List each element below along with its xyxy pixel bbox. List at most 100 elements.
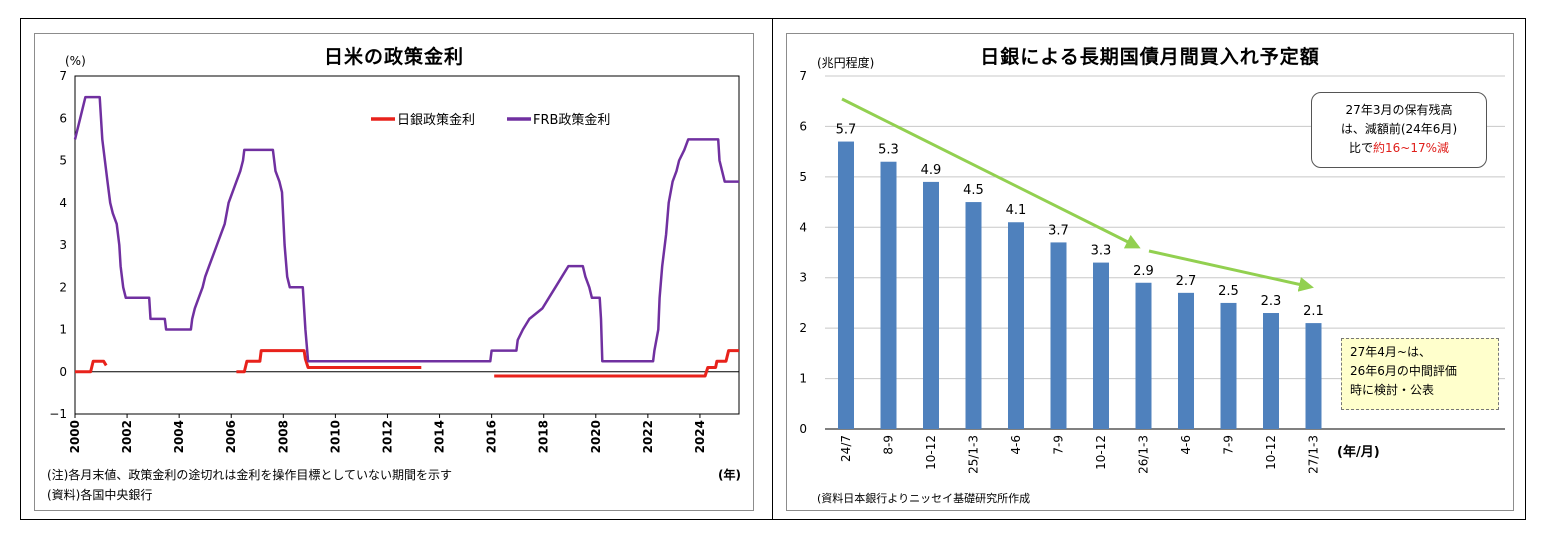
y-tick-label: 2 [59,280,67,294]
bar [965,202,982,429]
x-tick-label: 7-9 [1052,435,1066,455]
y-tick-label: 0 [799,422,807,436]
figure-frame [20,18,1526,520]
policy-rate-chart-panel: 日米の政策金利 (%) 7 6 5 4 3 2 1 0 −1 2000 2002 2004 2006 20… [34,33,754,511]
plot-area [74,75,740,415]
x-tick-label: 2006 [224,420,238,453]
x-tick-label: 10-12 [1264,435,1278,470]
x-tick-label: 24/7 [839,435,853,462]
y-tick-label: 7 [799,69,807,83]
x-tick-label: 2016 [485,420,499,453]
y-tick-label: 2 [799,321,807,335]
bar [1220,302,1237,429]
x-tick-label: 2018 [537,420,551,453]
y-tick-label: 1 [59,323,67,337]
callout-line: 比で約16~17%減 [1312,139,1486,158]
x-tick-label: 2012 [380,420,394,453]
chart-source: (資料日本銀行よりニッセイ基礎研究所作成 [817,492,1031,505]
y-tick-label: 7 [59,69,67,83]
data-label: 5.3 [878,143,899,158]
x-axis-unit: (年) [718,468,741,482]
y-tick-label: 5 [59,154,67,168]
y-axis-unit: (%) [65,54,86,68]
data-label: 2.9 [1133,264,1154,279]
y-tick-label: 3 [59,238,67,252]
y-tick-label: 6 [799,119,807,133]
callout-line: は、減額前(24年6月) [1340,122,1458,136]
frb-rate-line [73,95,739,363]
bar [1135,282,1152,429]
x-axis-unit: (年/月) [1337,445,1380,460]
legend-label-boj: 日銀政策金利 [397,112,475,128]
trend-arrow-1 [841,97,1141,249]
bar [1178,292,1194,429]
y-axis-unit: (兆円程度) [817,56,875,70]
x-tick-label: 2002 [120,420,134,453]
callout-line: 27年4月~は、 [1350,345,1431,359]
data-label: 2.7 [1176,274,1197,289]
bar [838,141,854,430]
chart-source: (資料)各国中央銀行 [47,488,153,502]
boj-rate-line [236,349,422,374]
x-tick-label: 7-9 [1222,435,1236,455]
y-tick-label: 4 [59,196,67,210]
y-tick-label: 6 [59,111,67,125]
jgb-purchase-bar-chart: 7 6 5 4 3 2 1 0 5.7 24/7 5.3 8-9 4.9 10-12 4.5 25/1-3 4.… [799,69,1505,474]
data-label: 2.1 [1303,304,1324,319]
x-tick-label: 10-12 [924,435,938,470]
x-tick-label: 2004 [172,420,186,453]
x-tick-label: 26/1-3 [1137,435,1151,474]
bar [1093,262,1109,429]
y-tick-label: 3 [799,271,807,285]
bar [880,161,897,429]
y-tick-label: −1 [49,407,67,421]
bar [923,181,939,429]
bar [1263,313,1279,429]
y-tick-label: 4 [799,220,807,234]
x-tick-label: 25/1-3 [967,435,981,474]
chart-title: 日米の政策金利 [323,46,464,68]
y-tick-label: 5 [799,170,807,184]
legend-label-frb: FRB政策金利 [533,112,610,128]
figure-divider [772,18,773,520]
x-tick-label: 2008 [276,420,290,453]
callout-line: 27年3月の保有残高 [1345,103,1453,117]
data-label: 3.7 [1048,223,1069,238]
data-label: 4.9 [921,163,942,178]
bar [1008,222,1024,429]
x-tick-label: 4-6 [1009,435,1023,455]
x-tick-label: 10-12 [1094,435,1108,470]
data-label: 2.5 [1218,284,1239,299]
boj-rate-line [75,359,108,374]
callout-line: 26年6月の中間評価 [1350,364,1457,378]
callout-line: 時に検討・公表 [1350,383,1435,397]
x-tick-label: 2014 [433,420,447,453]
data-label: 5.7 [836,123,857,138]
y-tick-label: 1 [799,372,807,386]
callout-highlight: 約16~17%減 [1373,141,1449,155]
boj-rate-line [494,349,739,378]
x-tick-label: 27/1-3 [1307,435,1321,474]
x-tick-label: 8-9 [882,435,896,455]
data-label: 2.3 [1261,294,1282,309]
x-tick-label: 2010 [328,420,342,453]
chart-note: (注)各月末値、政策金利の途切れは金利を操作目標としていない期間を示す [47,468,453,482]
chart-title: 日銀による長期国債月間買入れ予定額 [980,46,1320,68]
data-label: 3.3 [1091,244,1112,259]
holdings-reduction-callout: 27年3月の保有残高 は、減額前(24年6月) 比で約16~17%減 [1311,92,1487,168]
data-label: 4.1 [1006,203,1027,218]
jgb-purchase-chart-panel: 日銀による長期国債月間買入れ予定額 (兆円程度) 7 6 5 4 3 2 1 0 5.7 24/7… [786,33,1514,511]
x-tick-label: 2000 [68,420,82,453]
x-tick-label: 2022 [641,420,655,453]
callout-text: 比で [1348,141,1373,155]
trend-arrow-2 [1148,249,1314,292]
data-label: 4.5 [963,183,984,198]
bar [1050,242,1067,429]
x-tick-label: 2020 [589,420,603,453]
y-tick-label: 0 [59,365,67,379]
x-tick-label: 4-6 [1179,435,1193,455]
x-tick-label: 2024 [693,420,707,453]
interim-review-callout: 27年4月~は、 26年6月の中間評価 時に検討・公表 [1341,338,1499,410]
bar [1305,323,1322,429]
